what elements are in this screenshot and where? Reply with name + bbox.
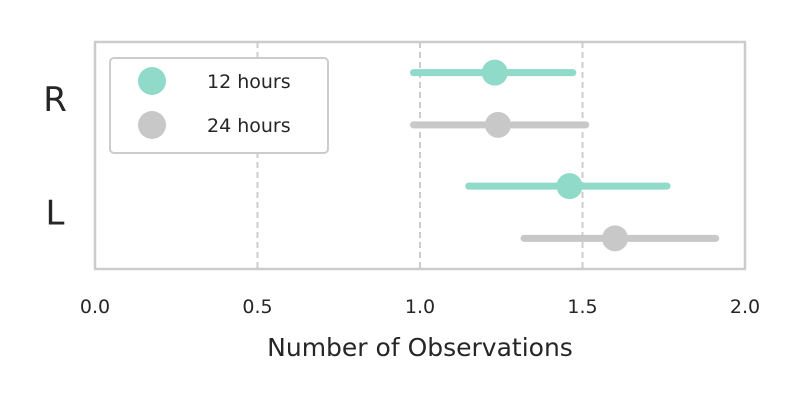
data-point bbox=[556, 173, 583, 200]
data-marks bbox=[410, 59, 720, 252]
legend-marker bbox=[138, 111, 166, 139]
plot-frame bbox=[93, 40, 747, 271]
grid-lines bbox=[256, 42, 584, 269]
x-tick-label: 2.0 bbox=[730, 296, 760, 318]
category-labels: RL bbox=[43, 80, 67, 234]
x-tick-label: 0.0 bbox=[80, 296, 110, 318]
x-axis-title: Number of Observations bbox=[267, 333, 573, 362]
x-tick-label: 0.5 bbox=[242, 296, 272, 318]
category-label: R bbox=[43, 80, 67, 120]
data-point bbox=[602, 225, 628, 252]
x-tick-label: 1.5 bbox=[567, 296, 597, 318]
data-point bbox=[485, 111, 511, 138]
legend-marker bbox=[138, 67, 166, 95]
x-tick-labels: 0.0 0.5 1.0 1.5 2.0 bbox=[80, 296, 760, 318]
data-point bbox=[481, 59, 508, 86]
x-tick-label: 1.0 bbox=[405, 296, 435, 318]
category-label: L bbox=[46, 193, 65, 233]
legend-label: 24 hours bbox=[207, 115, 291, 137]
legend: 12 hours 24 hours bbox=[109, 57, 329, 154]
legend-label: 12 hours bbox=[207, 71, 291, 93]
